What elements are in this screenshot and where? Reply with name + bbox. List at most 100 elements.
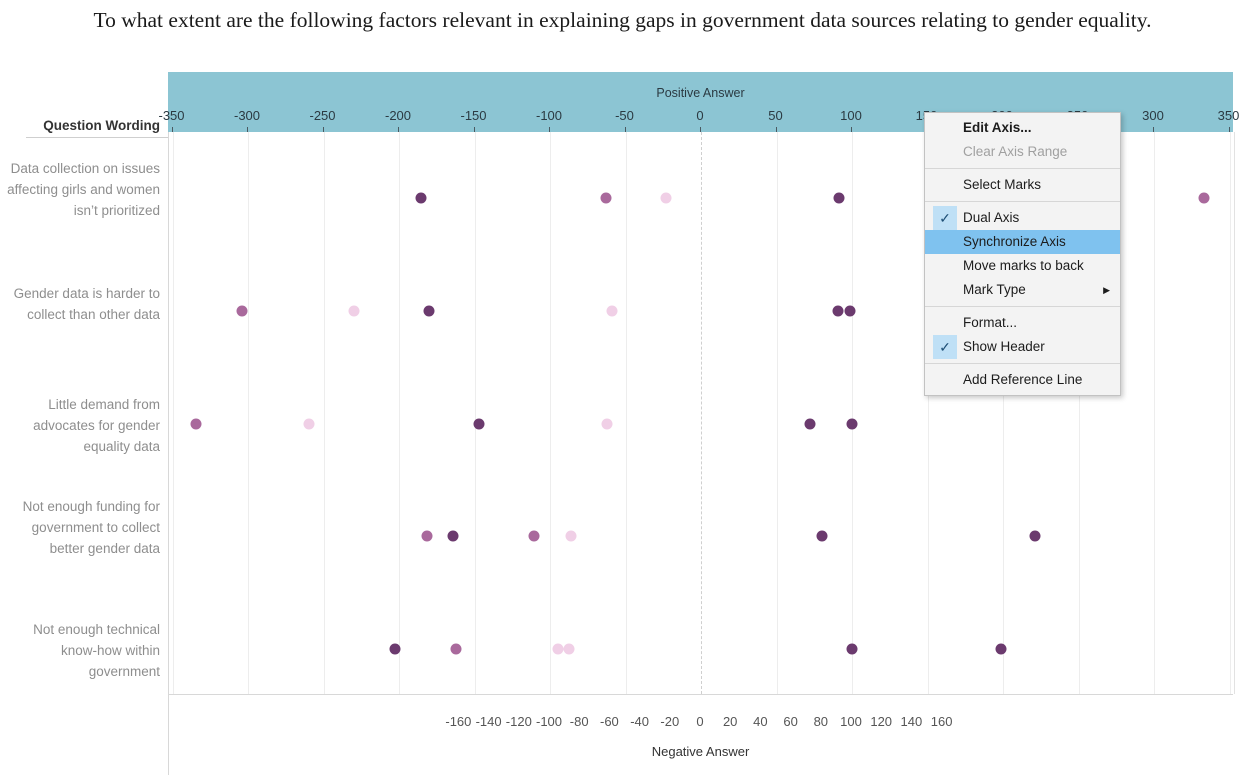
data-point[interactable] xyxy=(1029,530,1041,542)
data-point[interactable] xyxy=(303,418,315,430)
menu-separator xyxy=(925,363,1120,364)
data-point[interactable] xyxy=(552,643,564,655)
data-point[interactable] xyxy=(423,305,435,317)
data-point[interactable] xyxy=(415,192,427,204)
top-axis-tick-label: 0 xyxy=(696,108,704,123)
row-header-title: Question Wording xyxy=(43,118,160,133)
top-axis-tick-mark xyxy=(1228,127,1230,133)
menu-item[interactable]: Add Reference Line xyxy=(925,368,1120,392)
data-point[interactable] xyxy=(832,305,844,317)
data-point[interactable] xyxy=(389,643,401,655)
data-point[interactable] xyxy=(473,418,485,430)
top-axis-tick-mark xyxy=(322,127,324,133)
data-point[interactable] xyxy=(600,192,612,204)
menu-item-label: Show Header xyxy=(963,339,1045,354)
bottom-axis-line xyxy=(168,694,1233,695)
menu-item[interactable]: Select Marks xyxy=(925,173,1120,197)
bottom-axis-box xyxy=(168,694,1234,775)
menu-item-label: Clear Axis Range xyxy=(963,144,1068,159)
menu-item[interactable]: Move marks to back xyxy=(925,254,1120,278)
row-label[interactable]: Data collection on issues affecting girl… xyxy=(7,161,160,218)
bottom-axis-tick-label: -160 xyxy=(445,714,472,729)
data-point[interactable] xyxy=(816,530,828,542)
top-axis-tick-mark xyxy=(247,127,248,133)
bottom-axis-tick-label: 60 xyxy=(783,714,798,729)
menu-item-label: Synchronize Axis xyxy=(963,234,1066,249)
menu-item-label: Move marks to back xyxy=(963,258,1084,273)
gridline xyxy=(1078,132,1080,694)
chevron-right-icon: ▶ xyxy=(1103,285,1110,295)
bottom-axis-tick-label: 20 xyxy=(722,714,738,729)
top-axis-tick-mark xyxy=(398,127,399,133)
data-point[interactable] xyxy=(528,530,540,542)
gridline xyxy=(625,132,627,694)
menu-item[interactable]: Mark Type ▶ xyxy=(925,278,1120,302)
menu-item-label: Add Reference Line xyxy=(963,372,1083,387)
gridline xyxy=(927,132,929,694)
top-axis-tick-mark xyxy=(851,127,852,133)
gridline xyxy=(399,132,400,694)
data-point[interactable] xyxy=(844,305,856,317)
checkmark-icon: ✓ xyxy=(933,335,957,359)
top-axis-tick-label: 50 xyxy=(768,108,783,123)
data-point[interactable] xyxy=(833,192,845,204)
data-point[interactable] xyxy=(660,192,672,204)
axis-context-menu[interactable]: Edit Axis... Clear Axis Range Select Marks… xyxy=(924,112,1121,396)
row-header-divider xyxy=(26,137,168,138)
data-point[interactable] xyxy=(563,643,575,655)
top-axis-tick-label: -50 xyxy=(615,108,634,123)
top-axis-tick-label: -250 xyxy=(309,108,336,123)
menu-item-label: Mark Type xyxy=(963,282,1026,297)
top-axis-tick-label: -350 xyxy=(158,108,185,123)
top-axis-tick-label: 300 xyxy=(1142,108,1164,123)
menu-separator xyxy=(925,168,1120,169)
data-point[interactable] xyxy=(1198,192,1210,204)
menu-item[interactable]: Edit Axis... xyxy=(925,116,1120,140)
top-axis-tick-mark xyxy=(624,127,626,133)
row-label[interactable]: Gender data is harder to collect than ot… xyxy=(13,286,160,322)
data-point[interactable] xyxy=(236,305,248,317)
menu-item-label: Dual Axis xyxy=(963,210,1020,225)
data-point[interactable] xyxy=(606,305,618,317)
data-point[interactable] xyxy=(565,530,577,542)
bottom-axis-tick-label: -80 xyxy=(569,714,589,729)
data-point[interactable] xyxy=(601,418,613,430)
data-point[interactable] xyxy=(804,418,816,430)
data-point[interactable] xyxy=(348,305,360,317)
bottom-axis-tick-label: 0 xyxy=(696,714,704,729)
data-point[interactable] xyxy=(421,530,433,542)
gridline xyxy=(172,132,174,694)
top-axis-tick-mark xyxy=(171,127,173,133)
data-point[interactable] xyxy=(190,418,202,430)
bottom-axis-title[interactable]: Negative Answer xyxy=(651,744,750,759)
row-label[interactable]: Little demand from advocates for gender … xyxy=(33,397,160,454)
gridline xyxy=(474,132,476,694)
menu-item[interactable]: ✓ Dual Axis xyxy=(925,206,1120,230)
top-axis-tick-label: -150 xyxy=(460,108,487,123)
top-axis-tick-label: -300 xyxy=(233,108,261,123)
bottom-axis-tick-label: 100 xyxy=(840,714,862,729)
bottom-axis-tick-label: -20 xyxy=(660,714,680,729)
gridline xyxy=(1229,132,1231,694)
menu-item[interactable]: ✓ Show Header xyxy=(925,335,1120,359)
menu-item-label: Format... xyxy=(963,315,1018,330)
bottom-axis-tick-label: 120 xyxy=(870,714,893,729)
menu-item[interactable]: Synchronize Axis xyxy=(925,230,1120,254)
menu-item-label: Select Marks xyxy=(963,177,1042,192)
row-label[interactable]: Not enough funding for government to col… xyxy=(22,499,160,556)
data-point[interactable] xyxy=(450,643,462,655)
bottom-axis-tick-label: -120 xyxy=(505,714,532,729)
gridline xyxy=(852,132,853,694)
menu-item[interactable]: Format... xyxy=(925,311,1120,335)
bottom-axis-tick-label: -140 xyxy=(475,714,502,729)
data-point[interactable] xyxy=(846,418,858,430)
data-point[interactable] xyxy=(846,643,858,655)
gridline xyxy=(248,132,249,694)
row-label[interactable]: Not enough technical know-how within gov… xyxy=(33,622,160,679)
top-axis-tick-mark xyxy=(775,127,777,133)
gridline xyxy=(323,132,325,694)
top-axis-tick-mark xyxy=(1153,127,1154,133)
data-point[interactable] xyxy=(995,643,1007,655)
data-point[interactable] xyxy=(447,530,459,542)
checkmark-icon: ✓ xyxy=(933,206,957,230)
